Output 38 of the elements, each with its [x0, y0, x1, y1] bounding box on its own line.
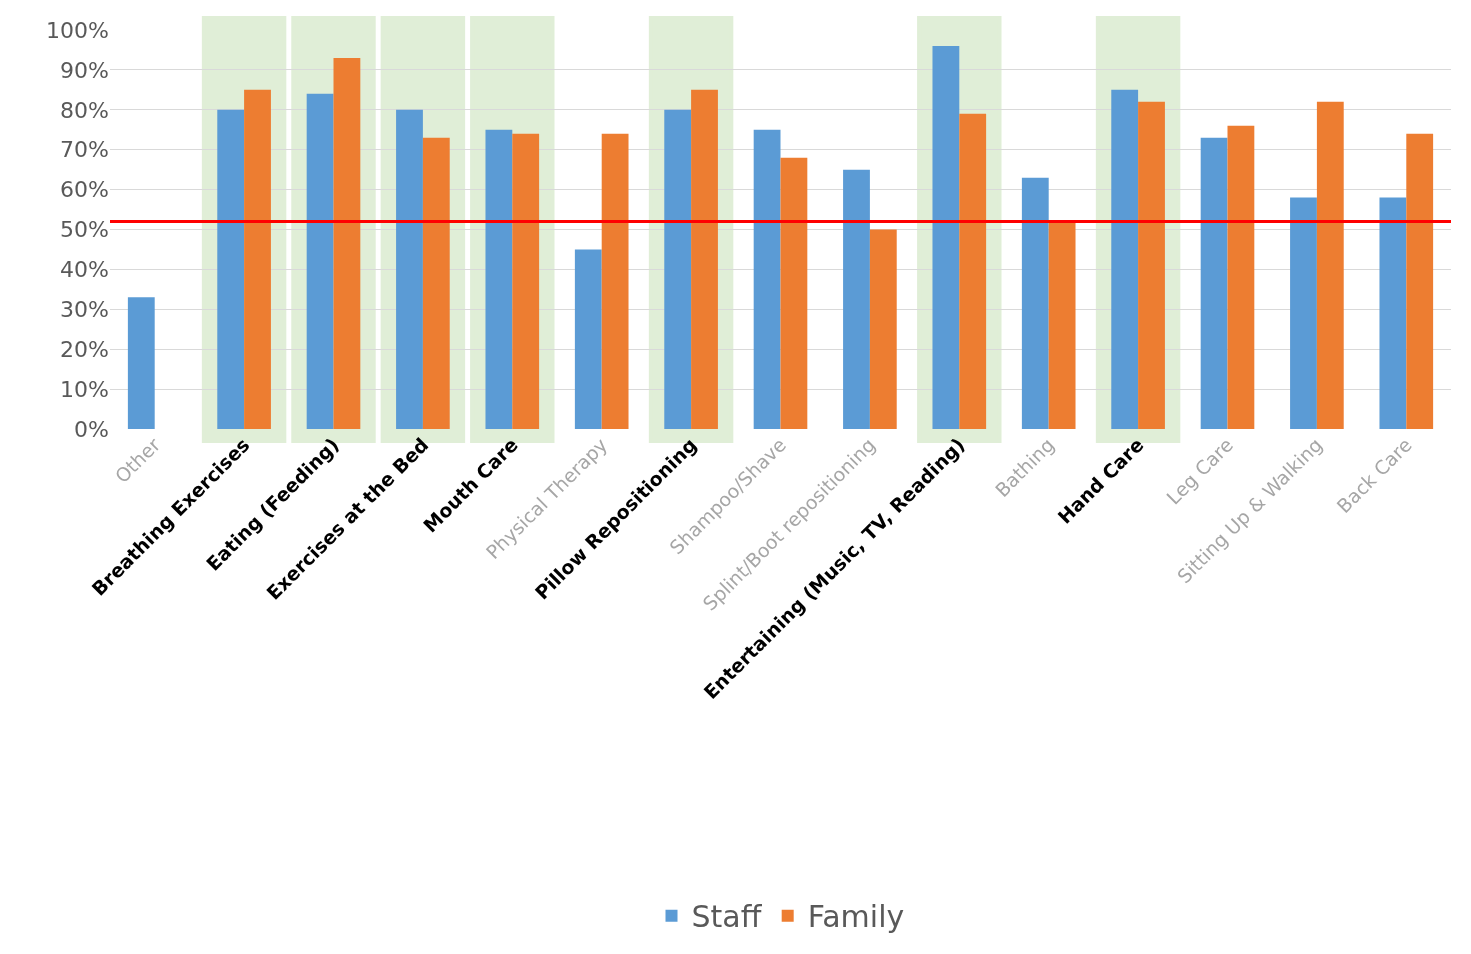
- bar: [485, 129, 513, 429]
- y-tick-label: 30%: [60, 297, 109, 322]
- bar: [1138, 101, 1165, 429]
- bar: [127, 297, 155, 429]
- bar: [601, 133, 629, 429]
- bar: [869, 229, 897, 429]
- bar: [1406, 133, 1434, 429]
- y-tick-label: 70%: [60, 137, 109, 163]
- bar: [1021, 177, 1049, 429]
- y-tick-label: 0%: [74, 416, 109, 442]
- bar: [512, 133, 540, 429]
- bar: [396, 109, 423, 429]
- bar: [959, 113, 987, 429]
- y-tick-label: 10%: [60, 376, 109, 402]
- legend-label: Family: [807, 899, 905, 935]
- y-tick-label: 20%: [60, 336, 109, 362]
- y-tick-label: 50%: [60, 217, 109, 243]
- bar: [574, 249, 602, 429]
- bar: [244, 89, 271, 429]
- bar: [664, 109, 692, 429]
- y-tick-label: 40%: [60, 257, 109, 283]
- bar: [1316, 101, 1344, 429]
- bar: [1290, 197, 1317, 429]
- y-tick-label: 60%: [60, 177, 109, 203]
- bar: [753, 129, 781, 429]
- y-tick-label: 90%: [60, 57, 109, 83]
- y-tick-label: 80%: [60, 97, 109, 123]
- bar: [1227, 125, 1255, 429]
- bar: [843, 169, 870, 429]
- bar: [1048, 221, 1076, 429]
- bar: [691, 89, 718, 429]
- legend-label: Staff: [691, 899, 763, 935]
- bar: [1379, 197, 1407, 429]
- bar: [780, 157, 808, 429]
- bar: [1200, 137, 1228, 429]
- bar: [217, 109, 245, 429]
- y-tick-label: 100%: [46, 17, 109, 43]
- bar: [422, 137, 450, 429]
